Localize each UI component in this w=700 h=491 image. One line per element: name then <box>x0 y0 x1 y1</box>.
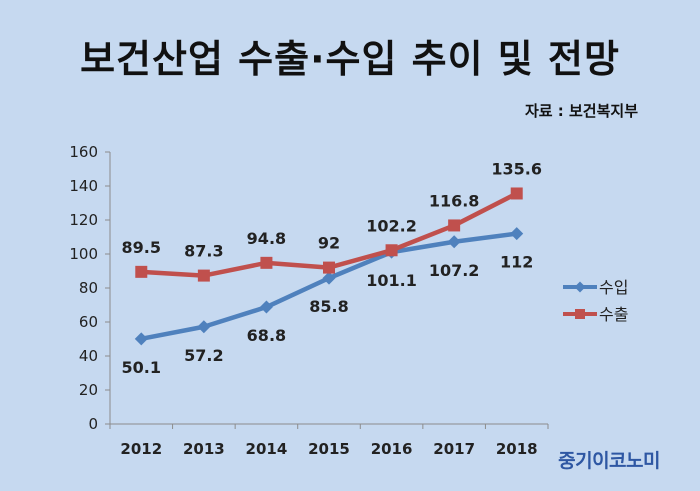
data-point-marker <box>510 227 524 241</box>
x-tick-label: 2014 <box>246 440 288 458</box>
legend-swatch-marker <box>574 281 586 293</box>
brand-logo: 중기이코노미 <box>558 450 660 472</box>
y-tick-label: 0 <box>88 415 98 433</box>
y-tick-label: 20 <box>79 381 98 399</box>
axes <box>109 152 548 425</box>
data-point-marker <box>197 320 211 334</box>
data-label: 116.8 <box>429 191 480 210</box>
y-tick-label: 140 <box>69 177 98 195</box>
data-labels: 50.1 57.2 68.8 85.8 101.1 107.2 112 89.5 87.3 94.… <box>122 159 542 376</box>
data-label: 92 <box>318 234 340 253</box>
x-axis-ticks: 2012 2013 2014 2015 2016 2017 2018 <box>109 424 549 458</box>
y-tick-label: 40 <box>79 347 98 365</box>
data-point-marker <box>260 256 273 269</box>
x-tick-label: 2015 <box>308 440 350 458</box>
data-label: 50.1 <box>122 358 161 377</box>
data-label: 135.6 <box>491 159 542 178</box>
data-point-marker <box>510 187 523 200</box>
y-tick-label: 60 <box>79 313 98 331</box>
y-tick-label: 160 <box>69 143 98 161</box>
data-label: 85.8 <box>309 297 348 316</box>
data-point-marker <box>134 332 148 346</box>
data-label: 89.5 <box>122 238 161 257</box>
data-point-marker <box>197 269 210 282</box>
data-label: 87.3 <box>184 242 223 261</box>
data-point-marker <box>259 300 273 314</box>
source-note: 자료 : 보건복지부 <box>524 102 638 120</box>
data-point-marker <box>448 219 461 232</box>
data-point-marker <box>135 265 148 278</box>
data-label: 101.1 <box>366 271 417 290</box>
y-tick-label: 80 <box>79 279 98 297</box>
series-layer <box>134 187 524 346</box>
data-point-marker <box>447 235 461 249</box>
x-tick-label: 2013 <box>183 440 225 458</box>
y-tick-label: 100 <box>69 245 98 263</box>
data-label: 107.2 <box>429 261 480 280</box>
data-label: 68.8 <box>247 326 286 345</box>
data-point-marker <box>385 244 398 257</box>
x-tick-label: 2016 <box>371 440 413 458</box>
legend-label: 수입 <box>599 278 628 297</box>
x-tick-label: 2018 <box>496 440 538 458</box>
legend-label: 수출 <box>599 305 628 324</box>
legend-swatch-marker <box>575 309 585 319</box>
y-axis-ticks: 0 20 40 60 80 100 120 140 160 <box>69 143 110 433</box>
data-label: 57.2 <box>184 346 223 365</box>
data-point-marker <box>323 261 335 274</box>
data-label: 112 <box>500 253 533 272</box>
data-label: 94.8 <box>247 229 286 248</box>
y-tick-label: 120 <box>69 211 98 229</box>
x-tick-label: 2012 <box>120 440 162 458</box>
chart-title: 보건산업 수출·수입 추이 및 전망 <box>80 37 620 81</box>
x-tick-label: 2017 <box>433 440 475 458</box>
data-label: 102.2 <box>366 216 417 235</box>
data-point-marker <box>322 271 336 285</box>
